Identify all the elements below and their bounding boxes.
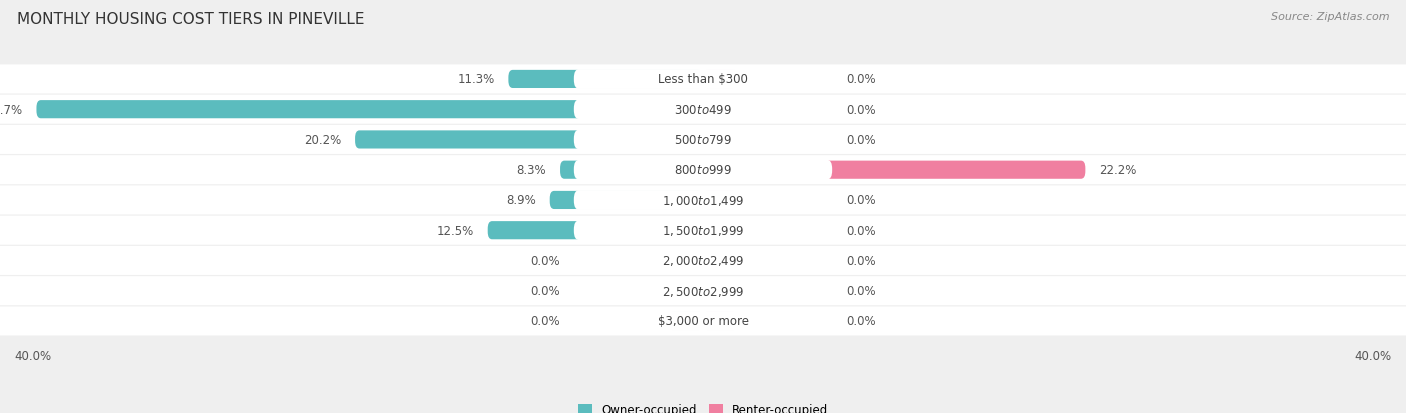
Text: 0.0%: 0.0% xyxy=(530,285,560,297)
FancyBboxPatch shape xyxy=(703,312,738,330)
FancyBboxPatch shape xyxy=(703,131,738,149)
FancyBboxPatch shape xyxy=(0,186,1406,215)
FancyBboxPatch shape xyxy=(574,311,832,331)
Text: 0.0%: 0.0% xyxy=(846,315,876,328)
FancyBboxPatch shape xyxy=(0,216,1406,245)
Text: 22.2%: 22.2% xyxy=(1099,164,1136,177)
Text: 38.7%: 38.7% xyxy=(0,103,22,116)
Text: 0.0%: 0.0% xyxy=(846,134,876,147)
Text: 8.9%: 8.9% xyxy=(506,194,536,207)
Text: 0.0%: 0.0% xyxy=(846,194,876,207)
Text: $800 to $999: $800 to $999 xyxy=(673,164,733,177)
Text: 0.0%: 0.0% xyxy=(846,254,876,267)
FancyBboxPatch shape xyxy=(703,252,738,270)
FancyBboxPatch shape xyxy=(0,277,1406,306)
FancyBboxPatch shape xyxy=(356,131,703,149)
Text: 20.2%: 20.2% xyxy=(304,134,342,147)
FancyBboxPatch shape xyxy=(574,191,832,210)
FancyBboxPatch shape xyxy=(703,101,738,119)
Text: 12.5%: 12.5% xyxy=(437,224,474,237)
FancyBboxPatch shape xyxy=(574,221,832,240)
Text: 0.0%: 0.0% xyxy=(530,315,560,328)
Text: $1,500 to $1,999: $1,500 to $1,999 xyxy=(662,224,744,237)
Text: $500 to $799: $500 to $799 xyxy=(673,134,733,147)
Text: 0.0%: 0.0% xyxy=(530,254,560,267)
FancyBboxPatch shape xyxy=(574,281,832,301)
FancyBboxPatch shape xyxy=(574,161,832,180)
FancyBboxPatch shape xyxy=(669,282,703,300)
Text: 0.0%: 0.0% xyxy=(846,103,876,116)
Text: $300 to $499: $300 to $499 xyxy=(673,103,733,116)
FancyBboxPatch shape xyxy=(574,70,832,90)
FancyBboxPatch shape xyxy=(574,251,832,271)
Text: $1,000 to $1,499: $1,000 to $1,499 xyxy=(662,193,744,207)
FancyBboxPatch shape xyxy=(703,282,738,300)
Legend: Owner-occupied, Renter-occupied: Owner-occupied, Renter-occupied xyxy=(572,398,834,413)
FancyBboxPatch shape xyxy=(703,222,738,240)
FancyBboxPatch shape xyxy=(574,130,832,150)
Text: $2,500 to $2,999: $2,500 to $2,999 xyxy=(662,284,744,298)
Text: $2,000 to $2,499: $2,000 to $2,499 xyxy=(662,254,744,268)
Text: 0.0%: 0.0% xyxy=(846,73,876,86)
FancyBboxPatch shape xyxy=(37,101,703,119)
FancyBboxPatch shape xyxy=(669,252,703,270)
FancyBboxPatch shape xyxy=(703,71,738,89)
Text: Source: ZipAtlas.com: Source: ZipAtlas.com xyxy=(1271,12,1389,22)
Text: 0.0%: 0.0% xyxy=(846,224,876,237)
FancyBboxPatch shape xyxy=(560,161,703,179)
Text: 11.3%: 11.3% xyxy=(457,73,495,86)
Text: 40.0%: 40.0% xyxy=(14,349,51,362)
FancyBboxPatch shape xyxy=(550,191,703,209)
FancyBboxPatch shape xyxy=(703,161,1085,179)
FancyBboxPatch shape xyxy=(509,71,703,89)
FancyBboxPatch shape xyxy=(669,312,703,330)
FancyBboxPatch shape xyxy=(488,222,703,240)
FancyBboxPatch shape xyxy=(574,100,832,120)
FancyBboxPatch shape xyxy=(0,156,1406,185)
Text: 40.0%: 40.0% xyxy=(1355,349,1392,362)
Text: 8.3%: 8.3% xyxy=(516,164,547,177)
FancyBboxPatch shape xyxy=(0,307,1406,336)
FancyBboxPatch shape xyxy=(0,65,1406,94)
FancyBboxPatch shape xyxy=(0,246,1406,275)
Text: 0.0%: 0.0% xyxy=(846,285,876,297)
FancyBboxPatch shape xyxy=(703,191,738,209)
FancyBboxPatch shape xyxy=(0,126,1406,154)
Text: $3,000 or more: $3,000 or more xyxy=(658,315,748,328)
Text: Less than $300: Less than $300 xyxy=(658,73,748,86)
Text: MONTHLY HOUSING COST TIERS IN PINEVILLE: MONTHLY HOUSING COST TIERS IN PINEVILLE xyxy=(17,12,364,27)
FancyBboxPatch shape xyxy=(0,95,1406,124)
